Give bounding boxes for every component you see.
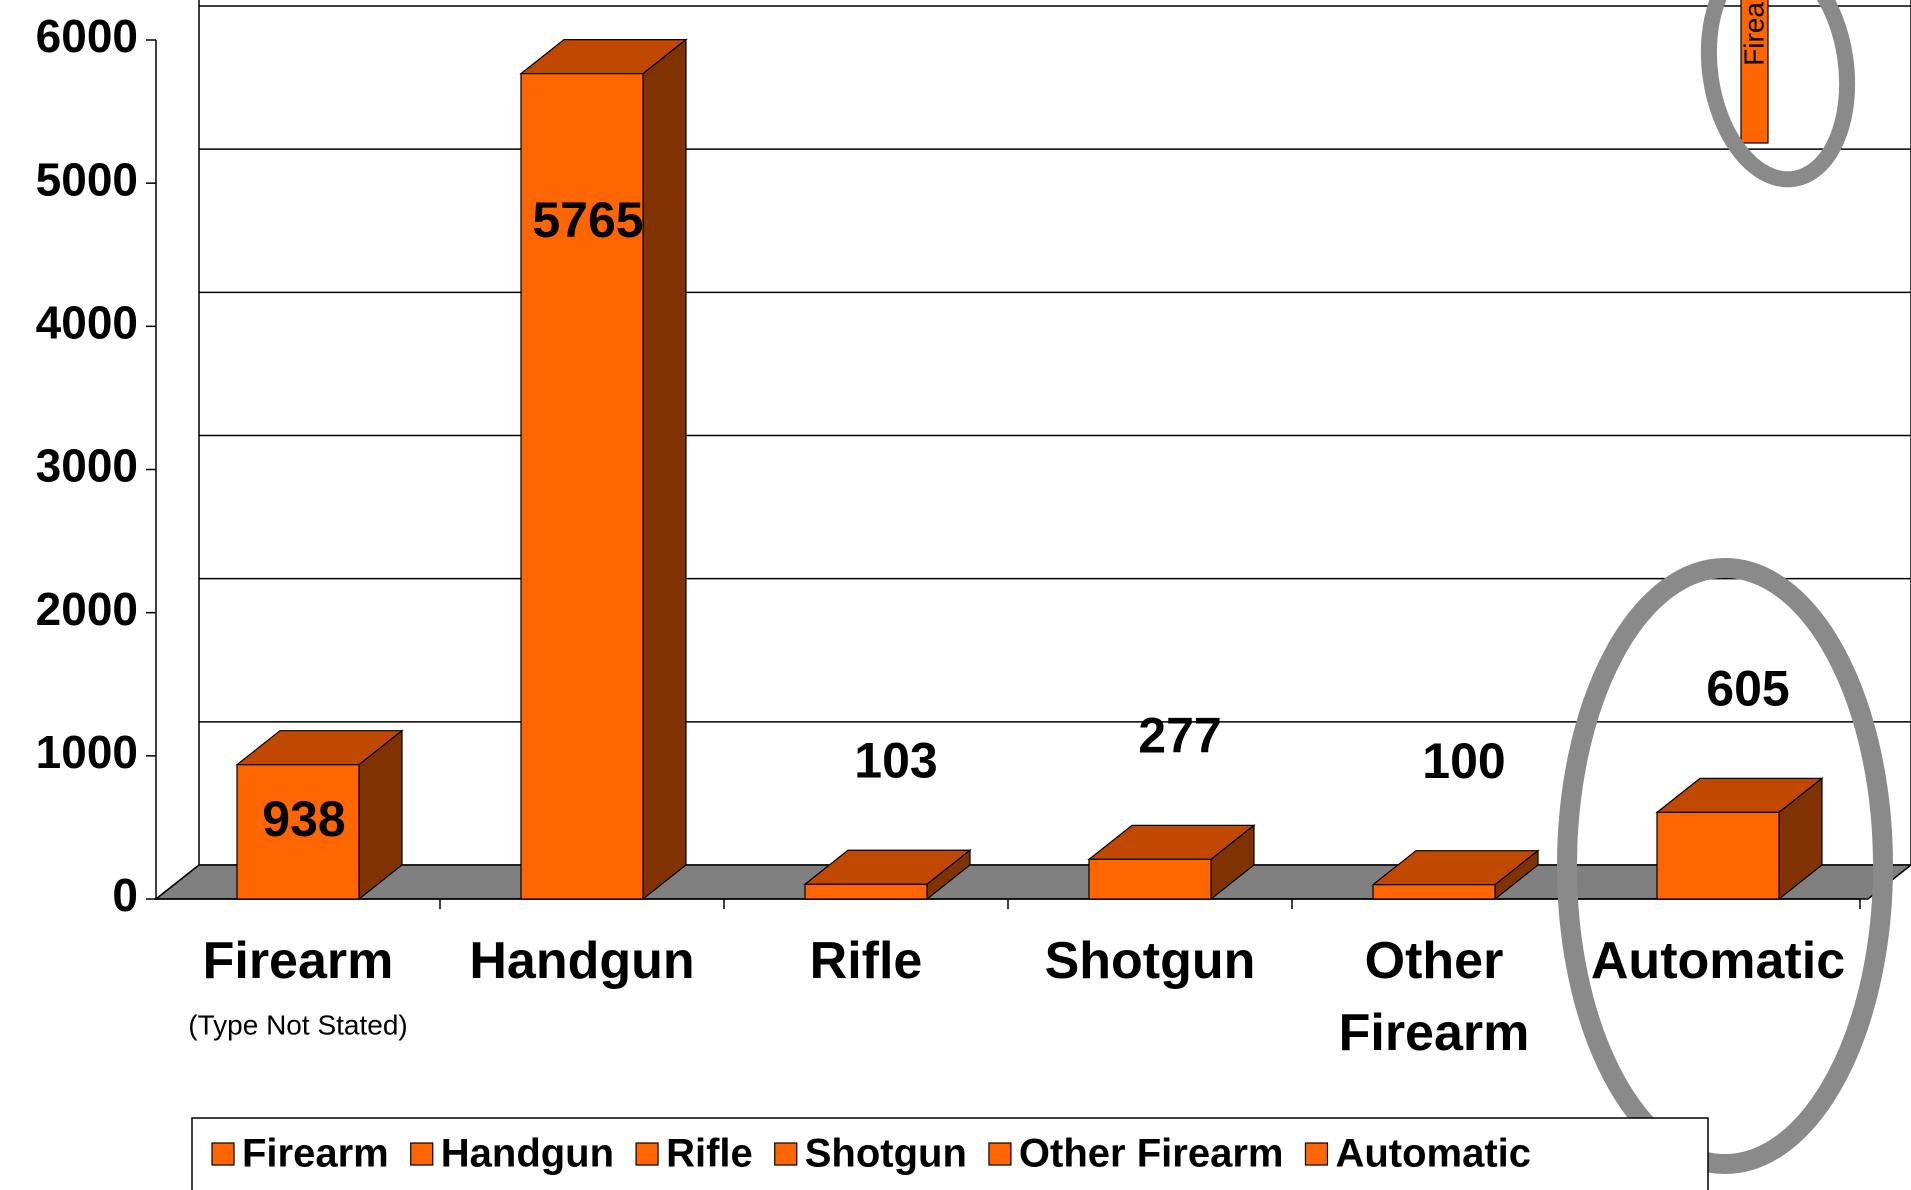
bar xyxy=(1371,849,1540,901)
legend-label: Automatic xyxy=(1335,1132,1531,1176)
bar-front xyxy=(1656,811,1780,900)
bar-side xyxy=(642,38,687,901)
x-tick-label: Other Firearm xyxy=(1338,932,1530,1062)
category-note: (Type Not Stated) xyxy=(188,1009,407,1040)
legend-swatch xyxy=(1304,1142,1329,1166)
y-tick-label: 1000 xyxy=(36,726,138,778)
y-tick-label: 4000 xyxy=(36,296,138,348)
highlight-ring xyxy=(1700,0,1856,188)
bar xyxy=(235,729,404,901)
value-label: 103 xyxy=(854,732,937,788)
bar-front xyxy=(1372,884,1496,900)
y-tick-label: 0 xyxy=(112,869,138,921)
legend-swatch xyxy=(211,1142,235,1166)
legend-swatch xyxy=(410,1142,434,1166)
x-tick-label: Rifle xyxy=(809,932,923,990)
legend-swatch xyxy=(774,1142,798,1166)
x-tick-label: Firearm xyxy=(202,932,394,990)
x-tick-label: Automatic xyxy=(1590,932,1846,990)
bar-front xyxy=(520,73,644,900)
legend-box xyxy=(191,1117,1709,1190)
legend-swatch xyxy=(988,1142,1012,1166)
legend-swatch xyxy=(635,1142,659,1166)
legend-label: Other Firearm xyxy=(1019,1132,1284,1176)
bar xyxy=(519,38,688,901)
value-label: 100 xyxy=(1422,733,1505,789)
y-tick-label: 5000 xyxy=(36,153,138,205)
bar xyxy=(1655,777,1824,901)
y-tick-label: 2000 xyxy=(36,583,138,635)
bar-front xyxy=(236,764,360,900)
back-wall xyxy=(198,0,1911,866)
x-tick-label: Handgun xyxy=(469,932,695,990)
value-label: 277 xyxy=(1138,708,1221,764)
legend-label: Rifle xyxy=(666,1132,753,1176)
bar-front xyxy=(1088,858,1212,900)
y-tick-label: 3000 xyxy=(36,440,138,492)
legend-label: Handgun xyxy=(441,1132,614,1176)
bar xyxy=(1087,824,1256,901)
value-label: 605 xyxy=(1706,661,1789,717)
value-label: 938 xyxy=(262,791,345,847)
floor xyxy=(153,864,1911,900)
bar xyxy=(803,849,972,901)
y-tick-label: 6000 xyxy=(36,10,138,62)
legend-label: Firearm xyxy=(242,1132,389,1176)
inset-label: Firea xyxy=(1738,2,1769,66)
legend-label: Shotgun xyxy=(805,1132,967,1176)
highlight-ring xyxy=(1557,558,1893,1174)
value-label: 5765 xyxy=(532,192,643,248)
inset-bar xyxy=(1740,0,1769,144)
x-tick-label: Shotgun xyxy=(1044,932,1256,990)
legend: Firearm Handgun Rifle Shotgun Other Firearm A… xyxy=(191,1117,1709,1190)
bar-front xyxy=(804,883,928,900)
